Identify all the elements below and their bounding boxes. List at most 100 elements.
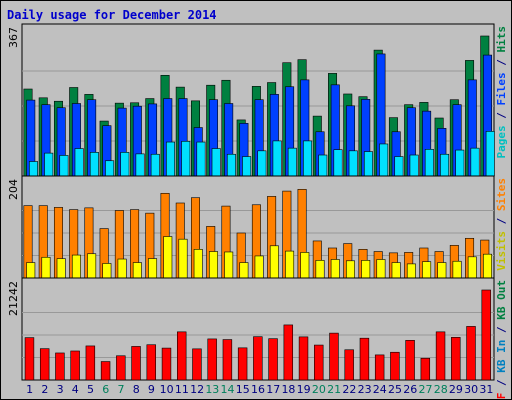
day-label: 10 [160, 383, 174, 396]
day-label: 19 [297, 383, 311, 396]
kbytes-kbytes-bar [466, 326, 476, 381]
kbytes-kbytes-bar [253, 336, 263, 381]
visitors-visits-bar [269, 245, 279, 279]
traffic-pages-bar [379, 143, 389, 177]
kbytes-axis-label-part: / [495, 320, 508, 340]
visitors-visits-bar [483, 253, 493, 279]
visitors-visits-bar [148, 258, 158, 279]
kbytes-kbytes-bar [55, 352, 65, 381]
traffic-axis-label-part: Hits [495, 26, 508, 53]
visitors-visits-bar [346, 260, 355, 279]
traffic-pages-bar [333, 149, 343, 177]
kbytes-max-label: 21242 [7, 281, 20, 316]
visitors-visits-bar [254, 255, 264, 279]
traffic-pages-bar [242, 156, 252, 177]
traffic-pages-bar [485, 131, 495, 177]
kbytes-kbytes-bar [329, 332, 339, 381]
kbytes-kbytes-bar [177, 331, 187, 381]
visitors-visits-bar [178, 238, 188, 279]
day-label: 25 [388, 383, 402, 396]
day-label: 27 [418, 383, 432, 396]
traffic-pages-bar [181, 140, 191, 177]
visitors-visits-bar [208, 251, 218, 279]
chart-title: Daily usage for December 2014 [7, 8, 217, 22]
traffic-pages-bar [318, 154, 328, 177]
day-label: 14 [221, 383, 235, 396]
traffic-pages-bar [272, 140, 282, 177]
traffic-pages-bar [89, 152, 99, 177]
kbytes-kbytes-bar [420, 357, 431, 381]
day-label: 12 [190, 383, 204, 396]
traffic-pages-bar [150, 153, 160, 177]
traffic-axis-label-part: / [495, 106, 508, 126]
kbytes-kbytes-bar [100, 361, 111, 381]
kbytes-kbytes-bar [24, 337, 35, 381]
traffic-pages-bar [363, 151, 373, 177]
kbytes-kbytes-bar [192, 348, 202, 381]
traffic-axis-label: Pages / Files / Hits [495, 26, 508, 159]
visitors-visits-bar [26, 262, 36, 279]
kbytes-kbytes-bar [344, 349, 354, 381]
visitors-visits-bar [193, 249, 203, 279]
traffic-pages-bar [287, 147, 297, 177]
visitors-axis-label-part: Visits [495, 231, 508, 271]
day-label: 4 [72, 383, 79, 396]
traffic-axis-label-part: Pages [495, 125, 508, 158]
kbytes-kbytes-bar [405, 340, 415, 381]
traffic-axis-label-part: / [495, 53, 508, 73]
kbytes-kbytes-bar [39, 348, 50, 381]
visitors-visits-bar [163, 236, 173, 279]
visitors-visits-bar [422, 261, 432, 279]
visitors-visits-bar [41, 256, 51, 279]
visitors-max-label: 204 [7, 179, 20, 200]
day-label: 11 [175, 383, 189, 396]
kbytes-kbytes-bar [161, 347, 172, 381]
traffic-axis-label-part: Files [495, 72, 508, 105]
visitors-visits-bar [56, 258, 66, 279]
visitors-visits-bar [406, 263, 416, 279]
kbytes-kbytes-bar [298, 336, 309, 381]
traffic-pages-bar [59, 155, 69, 177]
kbytes-kbytes-bar [390, 351, 400, 381]
day-label: 15 [236, 383, 250, 396]
day-label: 5 [87, 383, 94, 396]
visitors-visits-bar [452, 260, 462, 279]
kbytes-kbytes-bar [451, 337, 461, 381]
day-label: 21 [327, 383, 341, 396]
day-label: 7 [117, 383, 124, 396]
visitors-axis-label-part: / [495, 211, 508, 231]
traffic-pages-bar [424, 148, 434, 177]
day-label: 20 [312, 383, 326, 396]
kbytes-kbytes-bar [85, 345, 96, 381]
traffic-pages-bar [303, 140, 313, 177]
day-label: 22 [342, 383, 356, 396]
day-label: 9 [148, 383, 155, 396]
kbytes-kbytes-bar [268, 338, 278, 381]
traffic-pages-bar [394, 156, 404, 177]
day-label: 31 [479, 383, 493, 396]
day-label: 24 [373, 383, 387, 396]
visitors-visits-bar [315, 260, 325, 279]
visitors-axis-label: Visits / Sites [495, 178, 508, 271]
traffic-pages-bar [455, 149, 465, 177]
traffic-pages-bar [166, 141, 176, 177]
traffic-pages-bar [211, 148, 221, 177]
kbytes-kbytes-bar [374, 354, 385, 381]
visitors-visits-bar [300, 252, 310, 279]
traffic-max-label: 367 [7, 27, 20, 48]
day-label: 17 [266, 383, 280, 396]
kbytes-kbytes-bar [146, 344, 156, 381]
kbytes-kbytes-bar [481, 289, 491, 381]
visitors-visits-bar [330, 259, 340, 279]
kbytes-axis-label: KB F / KB In / KB Out [495, 280, 508, 400]
visitors-visits-bar [285, 250, 295, 279]
traffic-pages-bar [29, 161, 38, 177]
day-label: 30 [464, 383, 478, 396]
kbytes-kbytes-bar [237, 347, 248, 381]
traffic-pages-bar [105, 160, 115, 177]
traffic-pages-bar [409, 154, 419, 177]
traffic-pages-bar [470, 147, 480, 177]
visitors-visits-bar [391, 262, 401, 279]
kbytes-axis-label-part: KB In [495, 340, 508, 373]
